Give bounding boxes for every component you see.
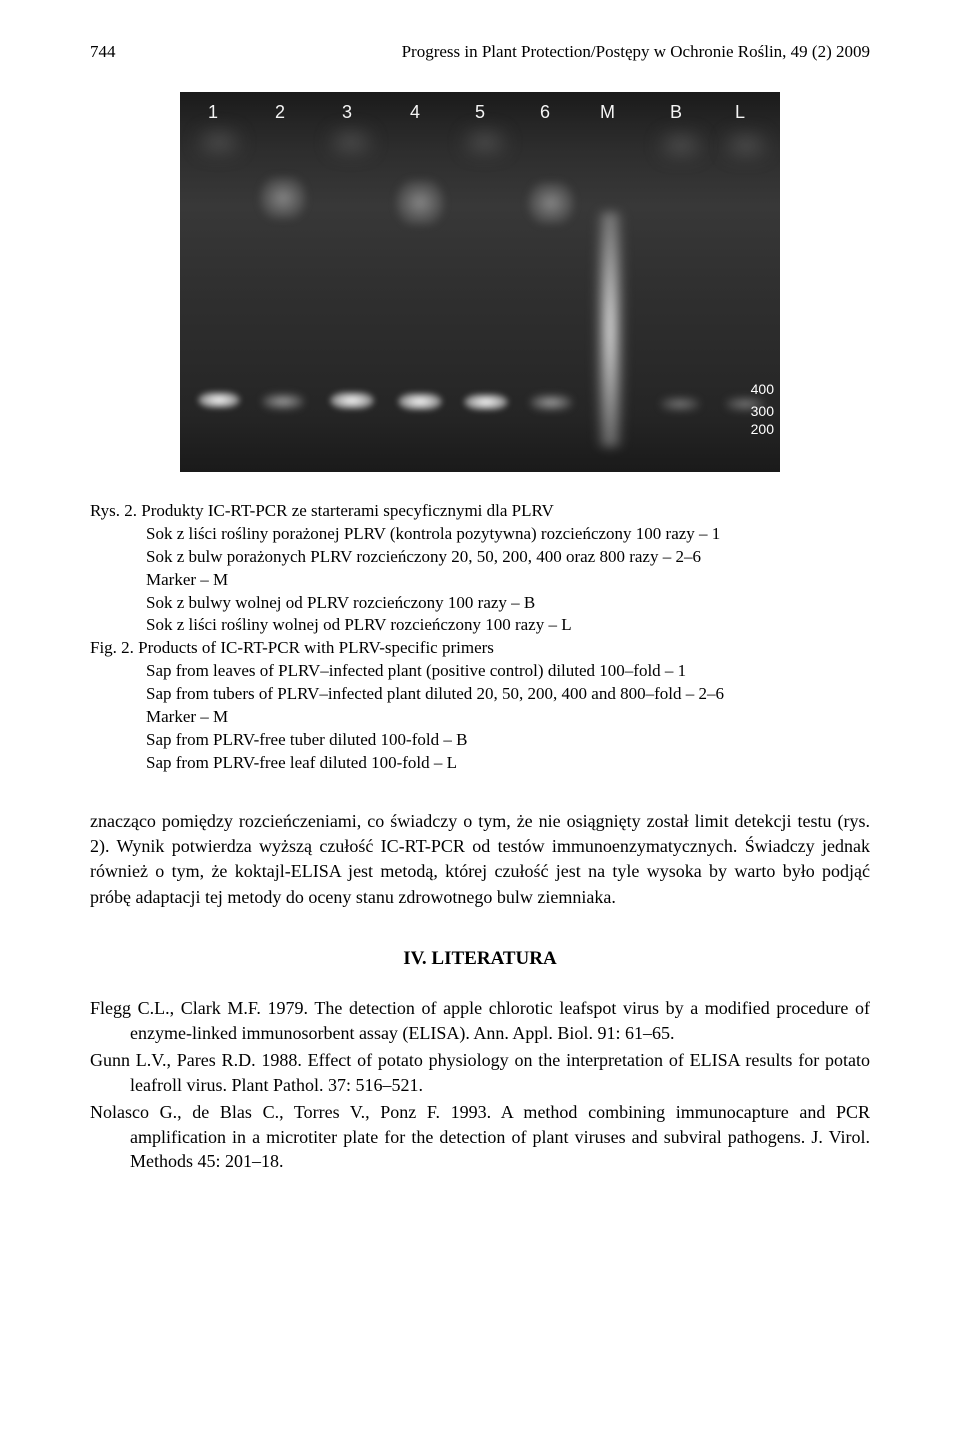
lane-label: L xyxy=(735,100,745,125)
gel-figure: 1 2 3 4 5 6 M B L 400300200 xyxy=(180,92,780,472)
reference: Flegg C.L., Clark M.F. 1979. The detecti… xyxy=(90,996,870,1046)
gel-band xyxy=(396,180,444,225)
lane-label: 3 xyxy=(342,100,352,125)
gel-band xyxy=(398,393,442,410)
figure-caption-pl: Rys. 2. Produkty IC-RT-PCR ze starterami… xyxy=(90,500,870,775)
body-paragraph: znacząco pomiędzy rozcieńczeniami, co św… xyxy=(90,809,870,910)
lane-label: 1 xyxy=(208,100,218,125)
fig-line: Sap from PLRV-free tuber diluted 100-fol… xyxy=(90,729,870,752)
size-label: 400 xyxy=(751,380,774,400)
gel-band xyxy=(330,392,374,409)
fig-line: Sap from leaves of PLRV–infected plant (… xyxy=(90,660,870,683)
gel-well xyxy=(658,130,704,160)
lane-label: 2 xyxy=(275,100,285,125)
reference: Gunn L.V., Pares R.D. 1988. Effect of po… xyxy=(90,1048,870,1098)
fig-line: Sok z bulw porażonych PLRV rozcieńczony … xyxy=(90,546,870,569)
fig-line: Sok z liści rośliny porażonej PLRV (kont… xyxy=(90,523,870,546)
gel-well xyxy=(196,127,242,157)
gel-band xyxy=(262,394,304,409)
fig-title-pl: Rys. 2. Produkty IC-RT-PCR ze starterami… xyxy=(90,500,870,523)
fig-line: Marker – M xyxy=(90,706,870,729)
marker-streak xyxy=(588,212,632,447)
gel-band xyxy=(660,397,700,411)
gel-band xyxy=(464,394,508,410)
fig-line: Sok z liści rośliny wolnej od PLRV rozci… xyxy=(90,614,870,637)
size-label: 300 xyxy=(751,402,774,422)
page-number: 744 xyxy=(90,40,116,64)
fig-line: Sap from PLRV-free leaf diluted 100-fold… xyxy=(90,752,870,775)
fig-line: Marker – M xyxy=(90,569,870,592)
gel-band xyxy=(198,392,240,408)
fig-title-en: Fig. 2. Products of IC-RT-PCR with PLRV-… xyxy=(90,637,870,660)
gel-band xyxy=(528,182,574,224)
lane-label: M xyxy=(600,100,615,125)
lane-label: 6 xyxy=(540,100,550,125)
reference: Nolasco G., de Blas C., Torres V., Ponz … xyxy=(90,1100,870,1174)
gel-well xyxy=(462,127,508,157)
size-label: 200 xyxy=(751,420,774,440)
lane-label: B xyxy=(670,100,682,125)
fig-line: Sap from tubers of PLRV–infected plant d… xyxy=(90,683,870,706)
gel-band xyxy=(530,395,572,410)
gel-well xyxy=(328,127,374,157)
gel-well xyxy=(723,130,769,160)
gel-band xyxy=(260,177,306,219)
journal-line: Progress in Plant Protection/Postępy w O… xyxy=(402,40,870,64)
page-header: 744 Progress in Plant Protection/Postępy… xyxy=(90,40,870,64)
fig-line: Sok z bulwy wolnej od PLRV rozcieńczony … xyxy=(90,592,870,615)
lane-label: 5 xyxy=(475,100,485,125)
section-heading-literature: IV. LITERATURA xyxy=(90,946,870,973)
lane-label: 4 xyxy=(410,100,420,125)
